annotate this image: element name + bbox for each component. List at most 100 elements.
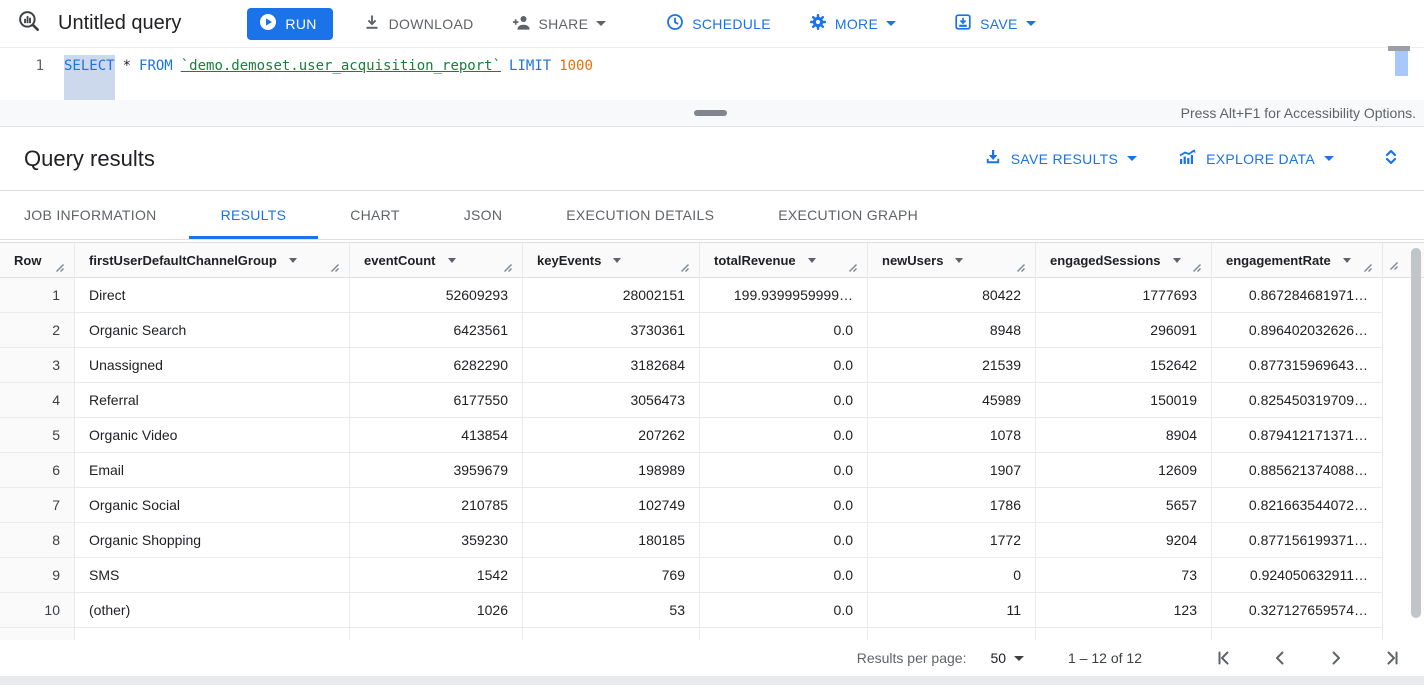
table-cell-firstuserdefaultchannelgroup: SMS xyxy=(75,558,350,593)
share-button[interactable]: SHARE xyxy=(504,6,615,42)
column-menu-arrow-icon[interactable] xyxy=(955,257,964,263)
column-header-eventcount[interactable]: eventCount xyxy=(350,243,523,278)
chevron-down-icon xyxy=(886,21,897,26)
sql-keyword-select: SELECT xyxy=(64,55,115,100)
column-header-keyevents[interactable]: keyEvents xyxy=(523,243,700,278)
column-menu-arrow-icon[interactable] xyxy=(1342,257,1351,263)
table-cell-engagementrate: 0.327127659574… xyxy=(1212,593,1383,628)
editor-scrollbar-thumb[interactable] xyxy=(1395,51,1408,76)
column-resize-handle[interactable] xyxy=(1363,260,1372,275)
results-per-page-label: Results per page: xyxy=(856,650,967,666)
table-body: 1 Direct 52609293 28002151 199.9399959999… 80… xyxy=(0,278,1424,640)
save-results-label: SAVE RESULTS xyxy=(1010,150,1119,167)
tab-json[interactable]: JSON xyxy=(432,191,535,239)
column-menu-arrow-icon[interactable] xyxy=(447,257,456,263)
column-menu-arrow-icon[interactable] xyxy=(807,257,816,263)
explore-data-button[interactable]: EXPLORE DATA xyxy=(1177,148,1334,169)
column-resize-handle[interactable] xyxy=(1192,260,1201,275)
column-resize-handle[interactable] xyxy=(848,260,857,275)
schedule-button[interactable]: SCHEDULE xyxy=(658,6,779,42)
column-menu-arrow-icon[interactable] xyxy=(1172,257,1181,263)
column-resize-handle[interactable] xyxy=(55,260,64,275)
column-header-row[interactable]: Row xyxy=(0,243,75,278)
table-header-filler xyxy=(1383,243,1424,278)
table-row: 3 Unassigned 6282290 3182684 0.0 21539 152642 0… xyxy=(0,348,1424,383)
row-number-cell: 7 xyxy=(0,488,75,523)
table-cell-keyevents: 198989 xyxy=(523,453,700,488)
table-cell-newusers: 80422 xyxy=(868,278,1036,313)
query-toolbar: Untitled query RUN DOWNLOAD SHARE SCHEDU… xyxy=(0,0,1424,48)
column-menu-arrow-icon[interactable] xyxy=(288,257,297,263)
table-cell-totalrevenue: 0.0 xyxy=(700,523,868,558)
table-cell-keyevents: 3730361 xyxy=(523,313,700,348)
save-button-label: SAVE xyxy=(980,15,1018,32)
table-cell-engagedsessions: 73 xyxy=(1036,558,1212,593)
column-resize-handle[interactable] xyxy=(680,260,689,275)
first-page-button[interactable] xyxy=(1210,644,1238,672)
download-icon xyxy=(363,13,381,34)
tab-execution-graph[interactable]: EXECUTION GRAPH xyxy=(746,191,950,239)
more-button[interactable]: MORE xyxy=(801,6,904,42)
table-cell-totalrevenue: 0.0 xyxy=(700,348,868,383)
table-cell-engagementrate: 0.877156199371… xyxy=(1212,523,1383,558)
column-resize-handle[interactable] xyxy=(1389,258,1398,273)
table-cell-eventcount: 6423561 xyxy=(350,313,523,348)
column-resize-handle[interactable] xyxy=(1016,260,1025,275)
table-cell-eventcount: 3959679 xyxy=(350,453,523,488)
splitter-drag-handle[interactable] xyxy=(694,110,727,116)
page-size-select[interactable]: 50 xyxy=(990,650,1025,666)
row-number-cell: 1 xyxy=(0,278,75,313)
sql-star: * xyxy=(122,58,132,74)
sql-table-reference-link[interactable]: `demo.demoset.user_acquisition_report` xyxy=(180,58,502,74)
save-results-button[interactable]: SAVE RESULTS xyxy=(984,148,1138,169)
column-header-newusers[interactable]: newUsers xyxy=(868,243,1036,278)
row-number-cell: 9 xyxy=(0,558,75,593)
table-row: 7 Organic Social 210785 102749 0.0 1786 5657 0.… xyxy=(0,488,1424,523)
column-header-engagedsessions[interactable]: engagedSessions xyxy=(1036,243,1212,278)
table-row: 9 SMS 1542 769 0.0 0 73 0.924050632911… xyxy=(0,558,1424,593)
tab-execution-details[interactable]: EXECUTION DETAILS xyxy=(534,191,746,239)
person-add-icon xyxy=(512,13,531,35)
column-header-firstuserdefaultchannelgroup[interactable]: firstUserDefaultChannelGroup xyxy=(75,243,350,278)
sql-code-line[interactable]: SELECT * FROM `demo.demoset.user_acquisi… xyxy=(64,55,593,100)
download-button[interactable]: DOWNLOAD xyxy=(355,6,482,42)
column-header-totalrevenue[interactable]: totalRevenue xyxy=(700,243,868,278)
explore-data-chart-icon xyxy=(1177,148,1197,169)
tab-job-information[interactable]: JOB INFORMATION xyxy=(24,191,189,239)
save-results-download-icon xyxy=(984,148,1002,169)
sql-editor[interactable]: 1 SELECT * FROM `demo.demoset.user_acqui… xyxy=(0,46,1424,100)
table-cell-eventcount: 1026 xyxy=(350,593,523,628)
tab-chart[interactable]: CHART xyxy=(318,191,431,239)
next-page-button[interactable] xyxy=(1322,644,1350,672)
table-cell-newusers: 1907 xyxy=(868,453,1036,488)
tab-results[interactable]: RESULTS xyxy=(188,191,319,239)
horizontal-scrollbar-track[interactable] xyxy=(0,676,1424,685)
row-number-cell: 11 xyxy=(0,628,75,640)
run-button[interactable]: RUN xyxy=(247,7,333,40)
last-page-button[interactable] xyxy=(1378,644,1406,672)
table-cell-newusers: 45989 xyxy=(868,383,1036,418)
column-header-engagementrate[interactable]: engagementRate xyxy=(1212,243,1383,278)
table-cell-firstuserdefaultchannelgroup: Organic Search xyxy=(75,313,350,348)
table-cell-engagedsessions: 12609 xyxy=(1036,453,1212,488)
save-button[interactable]: SAVE xyxy=(946,6,1044,42)
table-cell-firstuserdefaultchannelgroup: Organic Video xyxy=(75,418,350,453)
table-cell-firstuserdefaultchannelgroup: Organic Social xyxy=(75,488,350,523)
previous-page-button[interactable] xyxy=(1266,644,1294,672)
expand-collapse-panel-button[interactable] xyxy=(1382,147,1400,170)
table-cell-firstuserdefaultchannelgroup: Referral xyxy=(75,383,350,418)
table-cell-newusers: 1786 xyxy=(868,488,1036,523)
column-resize-handle[interactable] xyxy=(503,260,512,275)
table-cell-keyevents: 180185 xyxy=(523,523,700,558)
table-cell-totalrevenue: 0.0 xyxy=(700,453,868,488)
sql-keyword-limit: LIMIT xyxy=(509,58,552,74)
column-resize-handle[interactable] xyxy=(330,260,339,275)
column-header-label: totalRevenue xyxy=(714,252,796,268)
table-cell-engagedsessions: 150019 xyxy=(1036,383,1212,418)
table-cell-eventcount: 359230 xyxy=(350,523,523,558)
table-cell-keyevents: 207262 xyxy=(523,418,700,453)
table-vertical-scrollbar-thumb[interactable] xyxy=(1411,248,1421,618)
table-cell-engagementrate: 0.879412171371… xyxy=(1212,418,1383,453)
column-menu-arrow-icon[interactable] xyxy=(613,257,622,263)
